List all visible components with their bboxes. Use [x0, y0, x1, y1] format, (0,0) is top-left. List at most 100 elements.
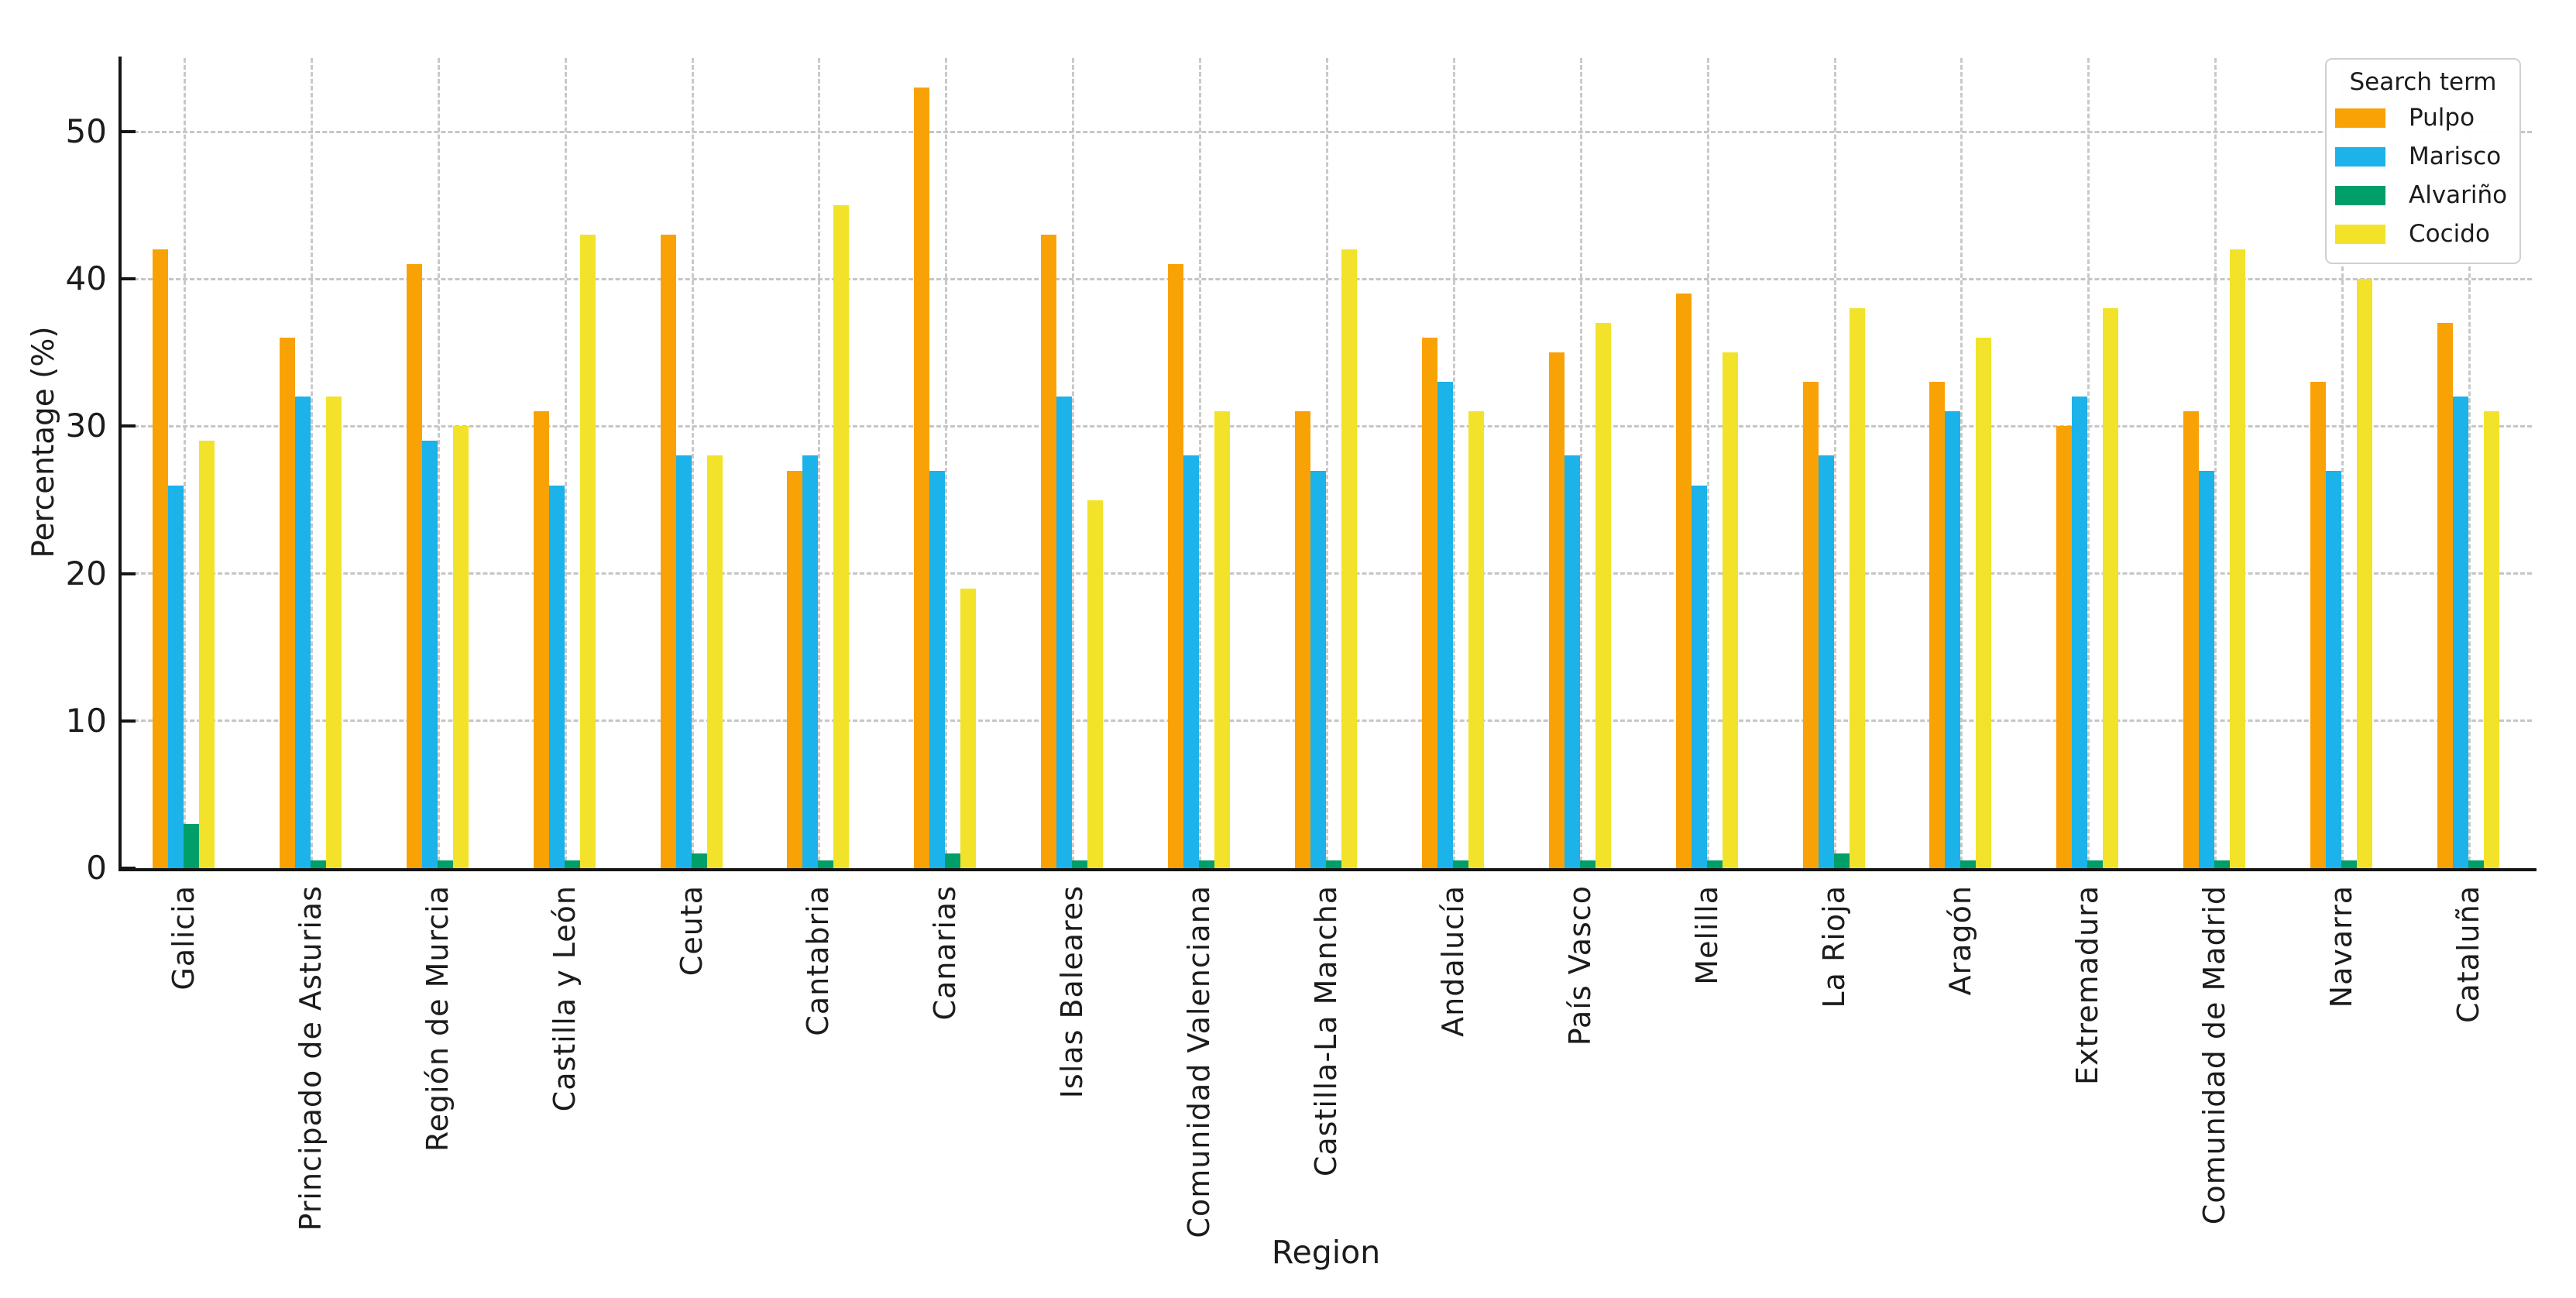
y-tick-mark-20 — [122, 572, 136, 575]
x-tick-label-6: Cantabria — [801, 885, 835, 1036]
bar-cocido-4 — [579, 235, 596, 868]
legend-item-cocido: Cocido — [2327, 215, 2519, 253]
x-axis-title: Region — [1271, 1234, 1381, 1271]
gridline-x-1 — [183, 58, 186, 868]
bar-group-4 — [501, 58, 628, 868]
gridline-x-6 — [818, 58, 821, 868]
bar-group-8 — [1008, 58, 1135, 868]
x-tick-label-10: Castilla-La Mancha — [1309, 885, 1343, 1177]
bar-marisco-5 — [675, 455, 692, 868]
legend: Search term Pulpo Marisco Alvariño Cocido — [2325, 58, 2521, 264]
gridline-x-7 — [945, 58, 948, 868]
x-tick-label-9: Comunidad Valenciana — [1182, 885, 1216, 1238]
bar-alvariño-16 — [2087, 860, 2104, 868]
bar-alvariño-13 — [1706, 860, 1722, 868]
bar-marisco-2 — [294, 397, 311, 868]
bar-pulpo-8 — [1041, 235, 1057, 868]
x-tick-label-5: Ceuta — [675, 885, 709, 977]
bar-cocido-12 — [1595, 323, 1611, 868]
bar-cocido-10 — [1341, 249, 1357, 868]
x-tick-label-17: Comunidad de Madrid — [2197, 885, 2231, 1225]
bar-cocido-11 — [1468, 411, 1484, 868]
bar-groups — [120, 58, 2532, 868]
bar-cocido-17 — [2230, 249, 2246, 868]
bar-group-15 — [1897, 58, 2024, 868]
gridline-x-19 — [2468, 58, 2471, 868]
y-tick-label-40: 40 — [65, 259, 107, 298]
bar-alvariño-19 — [2468, 860, 2484, 868]
gridline-x-13 — [1706, 58, 1709, 868]
bar-cocido-15 — [1976, 338, 1992, 868]
gridline-x-11 — [1452, 58, 1455, 868]
y-tick-mark-10 — [122, 719, 136, 723]
bar-alvariño-18 — [2341, 860, 2358, 868]
bar-marisco-8 — [1056, 397, 1073, 868]
bar-cocido-16 — [2103, 308, 2119, 868]
bar-alvariño-4 — [564, 860, 580, 868]
gridline-x-14 — [1833, 58, 1836, 868]
bar-pulpo-17 — [2183, 411, 2200, 868]
bar-marisco-19 — [2452, 397, 2468, 868]
gridline-x-12 — [1579, 58, 1582, 868]
bar-cocido-2 — [325, 397, 342, 868]
bar-marisco-4 — [548, 486, 565, 868]
legend-title: Search term — [2349, 68, 2497, 96]
bar-group-16 — [2024, 58, 2151, 868]
x-tick-label-13: Melilla — [1690, 885, 1724, 985]
x-tick-label-2: Principado de Asturias — [294, 885, 328, 1231]
gridline-x-3 — [437, 58, 440, 868]
bar-group-13 — [1643, 58, 1771, 868]
bar-alvariño-9 — [1199, 860, 1215, 868]
bar-pulpo-19 — [2437, 323, 2453, 868]
gridline-x-18 — [2341, 58, 2344, 868]
gridline-x-16 — [2087, 58, 2090, 868]
bar-alvariño-10 — [1325, 860, 1341, 868]
bar-marisco-14 — [1818, 455, 1834, 868]
bar-alvariño-14 — [1833, 853, 1850, 868]
bar-cocido-6 — [833, 205, 850, 868]
bar-alvariño-12 — [1579, 860, 1595, 868]
bar-pulpo-14 — [1802, 382, 1819, 868]
bar-group-17 — [2151, 58, 2278, 868]
legend-label-marisco: Marisco — [2409, 143, 2502, 170]
legend-swatch-alvariño-icon — [2335, 185, 2385, 205]
x-axis-spine — [118, 868, 2537, 871]
bar-pulpo-1 — [152, 249, 168, 868]
bar-pulpo-9 — [1168, 264, 1184, 868]
bar-group-9 — [1135, 58, 1262, 868]
x-tick-label-11: Andalucía — [1436, 885, 1470, 1037]
bar-pulpo-4 — [533, 411, 549, 868]
x-tick-label-3: Región de Murcia — [421, 885, 455, 1152]
x-tick-label-8: Islas Baleares — [1055, 885, 1089, 1099]
bar-group-18 — [2278, 58, 2405, 868]
gridline-x-8 — [1072, 58, 1075, 868]
bar-alvariño-1 — [183, 824, 199, 868]
bar-pulpo-7 — [914, 88, 930, 868]
bar-alvariño-3 — [437, 860, 453, 868]
y-tick-label-20: 20 — [65, 554, 107, 592]
bar-marisco-10 — [1310, 471, 1326, 868]
legend-item-alvariño: Alvariño — [2327, 176, 2519, 215]
bar-cocido-9 — [1214, 411, 1231, 868]
bar-group-11 — [1389, 58, 1516, 868]
bar-alvariño-2 — [310, 860, 326, 868]
y-axis-spine — [118, 57, 122, 871]
gridline-x-4 — [564, 58, 567, 868]
bar-cocido-13 — [1722, 352, 1738, 868]
plot-area — [120, 58, 2532, 868]
bar-pulpo-18 — [2310, 382, 2327, 868]
x-tick-label-4: Castilla y León — [548, 885, 582, 1112]
gridline-x-5 — [691, 58, 694, 868]
x-tick-label-7: Canarias — [928, 885, 962, 1021]
bar-cocido-1 — [198, 441, 215, 868]
x-tick-label-18: Navarra — [2324, 885, 2358, 1008]
bar-marisco-11 — [1437, 382, 1453, 868]
legend-label-pulpo: Pulpo — [2409, 104, 2475, 132]
legend-swatch-pulpo-icon — [2335, 108, 2385, 128]
legend-item-pulpo: Pulpo — [2327, 98, 2519, 137]
y-tick-mark-50 — [122, 130, 136, 134]
bar-pulpo-15 — [1929, 382, 1946, 868]
bar-alvariño-17 — [2214, 860, 2231, 868]
bar-alvariño-5 — [691, 853, 707, 868]
